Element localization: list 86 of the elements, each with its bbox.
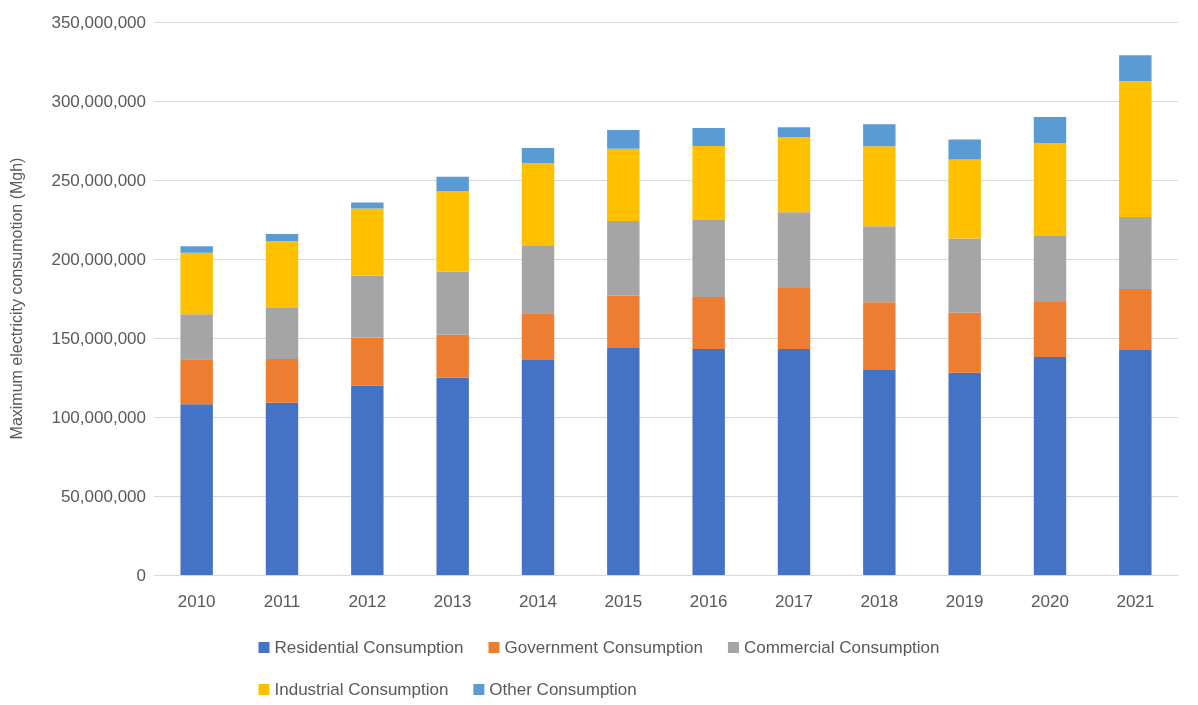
bar [265,240,299,308]
bar [265,307,299,360]
legend-label: Commercial Consumption [743,638,940,657]
bar [777,349,811,575]
bar [265,359,299,403]
bar [265,402,299,575]
bar [180,314,213,360]
x-tick-label: 2011 [263,592,301,611]
legend-label: Government Consumption [504,638,703,657]
bar [1033,143,1067,236]
bar [692,128,725,147]
y-axis-title: Maximum electricity consumotion (Mgh) [7,157,25,440]
bar [948,238,981,313]
bar [863,146,896,227]
bar [948,159,981,239]
bar [521,163,555,246]
bar [180,252,213,315]
bar [351,208,384,276]
bar [607,220,640,296]
bar [1033,301,1067,357]
bar [436,176,469,192]
bar [1119,289,1152,351]
bar [863,302,896,371]
y-tick-label: 200,000,000 [51,249,146,269]
bar [265,234,299,241]
bar [1119,216,1152,290]
legend-label: Other Consumption [489,680,637,699]
x-tick-label: 2012 [348,592,387,611]
bar [180,246,213,253]
x-tick-label: 2021 [1116,592,1155,611]
bar [1119,55,1152,82]
bar [607,148,640,221]
bar [436,271,469,335]
bar [436,191,469,272]
y-tick-label: 250,000,000 [51,170,146,190]
bar [1119,81,1152,217]
bar [180,359,213,405]
bar [777,288,811,350]
bar [521,148,555,164]
bar [351,275,384,338]
bar [351,385,384,575]
bar [777,212,811,289]
bar [1033,116,1067,144]
bar [777,127,811,138]
y-tick-label: 50,000,000 [60,486,146,506]
legend-label: Industrial Consumption [274,680,449,699]
bar [948,312,981,373]
bar [1033,235,1067,302]
bar [692,219,725,297]
bar [436,334,469,378]
bar [521,245,555,314]
y-tick-label: 150,000,000 [51,328,146,348]
x-tick-label: 2020 [1031,592,1069,611]
bar [351,337,384,386]
bar [948,139,981,160]
bar [607,295,640,348]
y-tick-label: 350,000,000 [51,12,146,32]
x-tick-label: 2010 [177,592,216,611]
bar [692,349,725,575]
x-tick-label: 2013 [433,592,472,611]
bar [863,370,896,575]
bar [863,124,896,147]
bar [521,360,555,575]
bar [351,202,384,209]
y-tick-label: 0 [136,565,146,585]
y-tick-label: 300,000,000 [51,91,146,111]
bar [607,347,640,575]
legend-label: Residential Consumption [274,638,464,657]
bar [777,137,811,213]
bar [607,129,640,149]
x-tick-label: 2019 [945,592,984,611]
x-tick-label: 2014 [519,592,557,611]
bar [692,296,725,350]
bar [521,313,555,361]
x-tick-label: 2016 [689,592,728,611]
bar [436,377,469,575]
bar [180,404,213,575]
x-tick-label: 2017 [775,592,813,611]
y-tick-label: 100,000,000 [51,407,146,427]
bar [1119,350,1152,575]
bar [1033,356,1067,575]
x-tick-label: 2015 [604,592,643,611]
bar [948,372,981,575]
bar [692,146,725,220]
x-tick-label: 2018 [860,592,899,611]
bar [863,226,896,303]
